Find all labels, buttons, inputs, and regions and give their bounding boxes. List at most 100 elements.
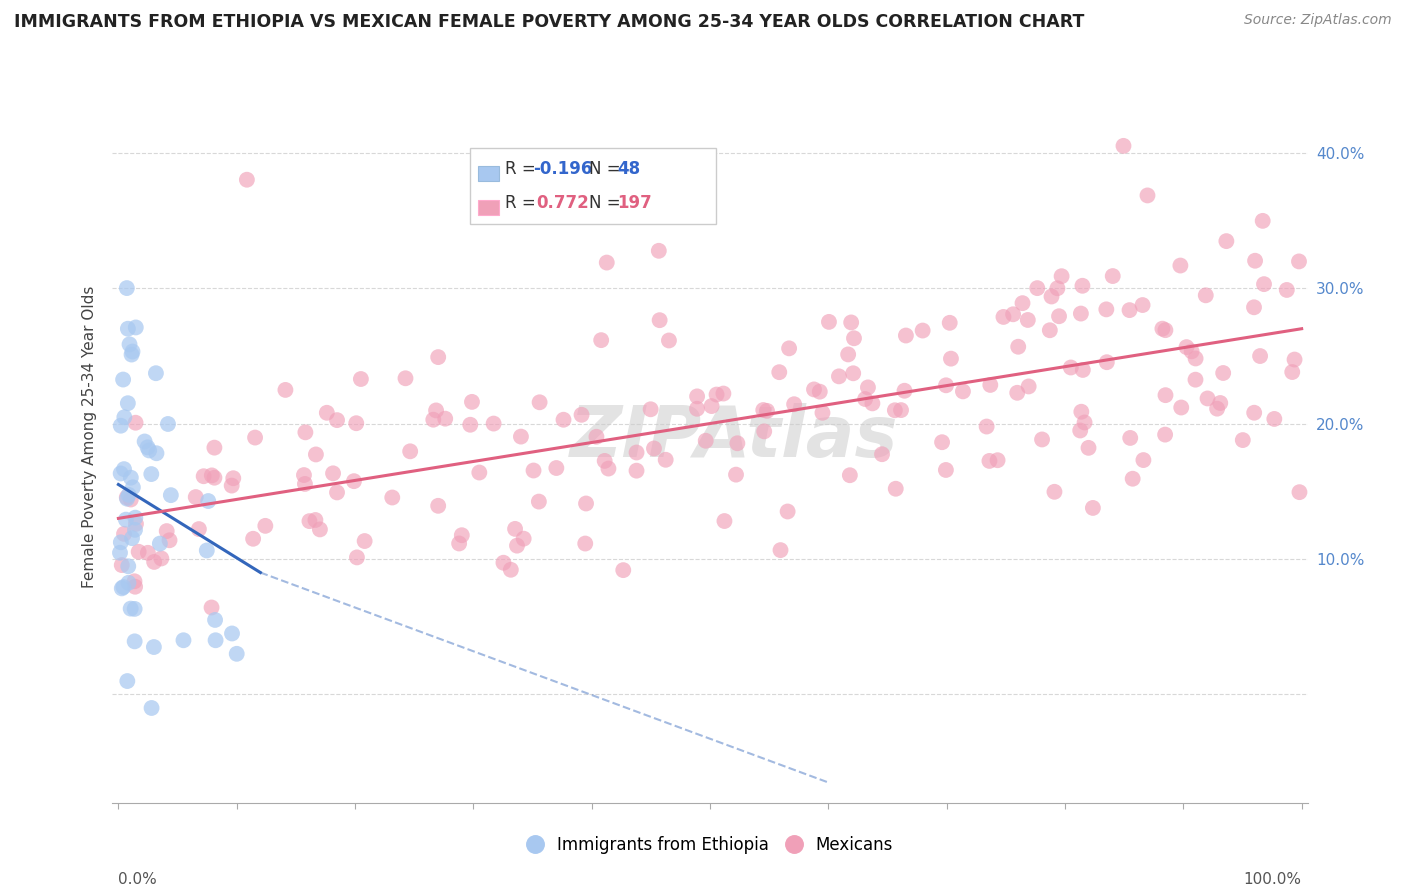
Point <box>842 366 865 380</box>
Point <box>1026 281 1049 295</box>
Point <box>221 626 243 640</box>
Point <box>503 522 526 536</box>
Point <box>911 324 934 338</box>
Point <box>117 396 139 410</box>
Point <box>1070 405 1092 419</box>
Point <box>136 546 159 560</box>
Point <box>115 491 138 506</box>
Point <box>204 471 226 485</box>
Point <box>893 384 915 398</box>
Point <box>1284 352 1306 367</box>
Point <box>1011 296 1033 310</box>
Point <box>1288 254 1310 268</box>
Point <box>1005 385 1028 400</box>
Point <box>1170 401 1192 415</box>
Point <box>1215 234 1237 248</box>
Point <box>1263 412 1285 426</box>
Point <box>112 580 135 594</box>
Point <box>724 467 747 482</box>
Text: IMMIGRANTS FROM ETHIOPIA VS MEXICAN FEMALE POVERTY AMONG 25-34 YEAR OLDS CORRELA: IMMIGRANTS FROM ETHIOPIA VS MEXICAN FEMA… <box>14 13 1084 31</box>
Point <box>987 453 1010 467</box>
Point <box>1047 310 1070 324</box>
Point <box>884 482 907 496</box>
Point <box>575 496 598 510</box>
Point <box>1170 259 1192 273</box>
Point <box>1101 268 1123 283</box>
Point <box>399 444 422 458</box>
Point <box>1060 360 1083 375</box>
Text: 197: 197 <box>617 194 652 212</box>
Point <box>1018 379 1040 393</box>
Point <box>778 342 800 356</box>
Point <box>381 491 404 505</box>
Point <box>756 404 779 418</box>
Point <box>156 524 179 538</box>
Point <box>350 372 373 386</box>
Point <box>713 386 735 401</box>
Point <box>769 543 792 558</box>
Point <box>1154 427 1177 442</box>
Point <box>1132 298 1154 312</box>
Point <box>110 467 132 481</box>
Point <box>1288 485 1310 500</box>
Point <box>112 410 135 425</box>
Point <box>574 536 596 550</box>
Point <box>468 466 491 480</box>
Point <box>294 425 316 440</box>
Point <box>585 430 607 444</box>
Point <box>1244 253 1267 268</box>
Point <box>1069 424 1091 438</box>
Point <box>752 403 775 417</box>
Point <box>200 600 222 615</box>
Point <box>883 403 905 417</box>
Point <box>141 701 163 715</box>
Point <box>1209 396 1232 410</box>
Point <box>225 647 247 661</box>
Point <box>1081 500 1104 515</box>
Point <box>1132 453 1154 467</box>
Point <box>1040 289 1063 303</box>
Point <box>121 347 143 361</box>
Point <box>145 446 167 460</box>
Point <box>643 442 665 456</box>
Point <box>117 559 139 574</box>
Point <box>654 452 676 467</box>
Point <box>204 613 226 627</box>
Point <box>193 469 215 483</box>
Point <box>115 491 138 505</box>
Point <box>110 418 132 433</box>
Point <box>818 315 841 329</box>
Point <box>343 474 366 488</box>
Point <box>159 533 181 548</box>
Point <box>117 575 139 590</box>
Point <box>449 536 471 550</box>
Point <box>522 463 544 477</box>
Text: -0.196: -0.196 <box>533 161 592 178</box>
Point <box>686 401 709 416</box>
Point <box>111 582 134 596</box>
Point <box>322 467 344 481</box>
Point <box>890 403 912 417</box>
Point <box>1212 366 1234 380</box>
Point <box>1251 214 1274 228</box>
Point <box>187 522 209 536</box>
Point <box>124 510 146 524</box>
Point <box>993 310 1015 324</box>
Point <box>492 159 515 173</box>
Text: N =: N = <box>589 161 626 178</box>
Point <box>894 328 917 343</box>
Point <box>510 429 533 443</box>
Point <box>134 434 156 449</box>
Point <box>315 406 337 420</box>
Point <box>1152 321 1174 335</box>
Point <box>305 447 328 461</box>
Point <box>1071 363 1094 377</box>
Point <box>124 523 146 537</box>
Point <box>1073 416 1095 430</box>
Point <box>1253 277 1275 292</box>
Point <box>1243 406 1265 420</box>
Text: 100.0%: 100.0% <box>1244 872 1302 888</box>
Point <box>591 333 613 347</box>
Point <box>626 445 648 459</box>
Point <box>124 634 146 648</box>
